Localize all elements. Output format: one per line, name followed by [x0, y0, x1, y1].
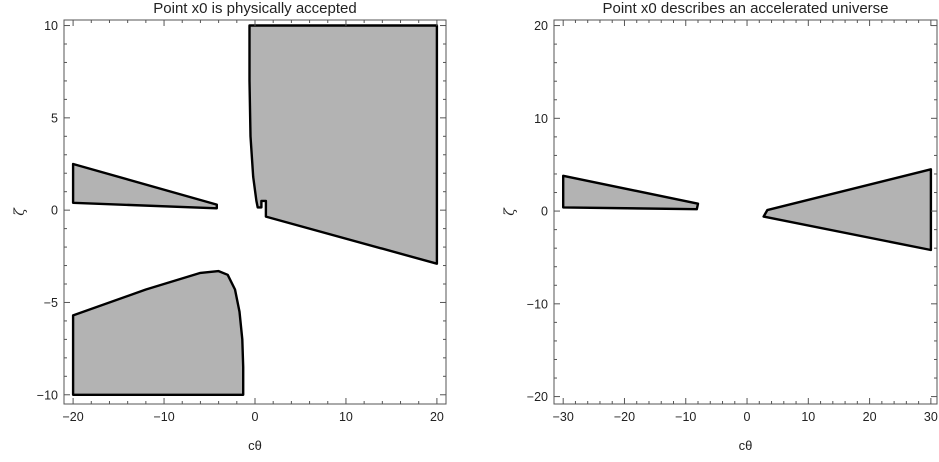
- y-tick-label: 10: [534, 112, 548, 126]
- x-tick-label: −20: [62, 410, 83, 424]
- shaded-region-2: [762, 168, 933, 252]
- x-tick-label: 20: [430, 410, 444, 424]
- y-tick-label: 20: [534, 19, 548, 33]
- chart-title: Point x0 describes an accelerated univer…: [603, 0, 889, 17]
- y-tick-label: 0: [51, 204, 58, 218]
- shaded-region-3: [248, 24, 439, 265]
- x-tick-label: 30: [924, 410, 938, 424]
- y-axis-label: ζ: [12, 207, 28, 216]
- x-tick-label: 10: [339, 410, 353, 424]
- x-tick-label: −20: [614, 410, 635, 424]
- x-axis-label: cθ: [739, 438, 753, 453]
- shaded-region-1: [562, 174, 700, 211]
- shaded-region-1: [71, 162, 219, 210]
- y-tick-label: −10: [37, 388, 58, 402]
- shaded-region-2: [71, 269, 245, 396]
- x-tick-label: 0: [744, 410, 751, 424]
- plot-frame: [553, 19, 938, 405]
- x-tick-label: −10: [153, 410, 174, 424]
- x-tick-label: 20: [863, 410, 877, 424]
- y-tick-label: 5: [51, 111, 58, 125]
- x-tick-label: −10: [675, 410, 696, 424]
- chart-panel-physically-accepted: Point x0 is physically accepted cθ ζ −20…: [12, 0, 447, 453]
- y-tick-label: 0: [541, 205, 548, 219]
- plot-area: [63, 19, 447, 405]
- x-tick-label: 0: [252, 410, 259, 424]
- y-axis-label: ζ: [502, 207, 518, 216]
- chart-panel-accelerated-universe: Point x0 describes an accelerated univer…: [502, 0, 938, 453]
- x-axis-label: cθ: [248, 438, 262, 453]
- y-tick-label: −10: [527, 297, 548, 311]
- y-tick-label: −5: [44, 296, 58, 310]
- chart-title: Point x0 is physically accepted: [153, 0, 356, 17]
- y-tick-label: 10: [44, 19, 58, 33]
- plot-area: [553, 19, 938, 405]
- x-tick-label: 10: [801, 410, 815, 424]
- x-tick-label: −30: [553, 410, 574, 424]
- y-tick-label: −20: [527, 390, 548, 404]
